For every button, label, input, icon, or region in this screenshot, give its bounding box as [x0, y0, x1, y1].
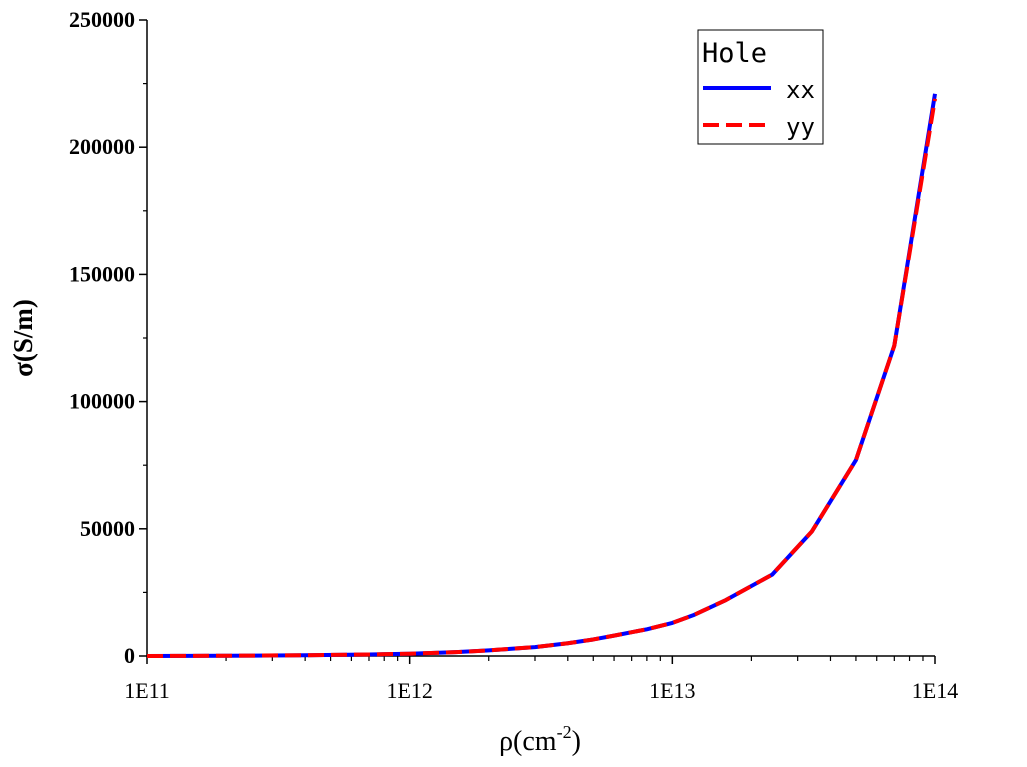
legend-label-xx: xx — [786, 76, 815, 104]
y-tick-label: 50000 — [80, 516, 135, 541]
legend-title: Hole — [702, 38, 767, 69]
x-tick-label: 1E13 — [649, 678, 695, 703]
legend-label-yy: yy — [786, 113, 815, 141]
legend: Hole xx yy — [697, 29, 824, 145]
series-line-xx — [146, 93, 937, 658]
x-tick-label: 1E14 — [912, 678, 958, 703]
x-tick-label: 1E12 — [386, 678, 432, 703]
y-tick-label: 200000 — [69, 134, 135, 159]
y-tick-label: 100000 — [69, 389, 135, 414]
y-tick-label: 150000 — [69, 261, 135, 286]
x-ticks: 1E11 1E12 1E13 1E14 — [124, 656, 958, 703]
y-axis-label: σ(S/m) — [8, 299, 38, 377]
series-line-yy — [146, 98, 937, 658]
y-tick-label: 0 — [124, 643, 135, 668]
x-axis-label: ρ(cm-2) — [499, 722, 581, 757]
y-tick-label: 250000 — [69, 7, 135, 32]
series-lines — [146, 93, 937, 658]
y-ticks: 0 50000 100000 150000 200000 250000 — [69, 7, 147, 668]
x-tick-label: 1E11 — [124, 678, 170, 703]
